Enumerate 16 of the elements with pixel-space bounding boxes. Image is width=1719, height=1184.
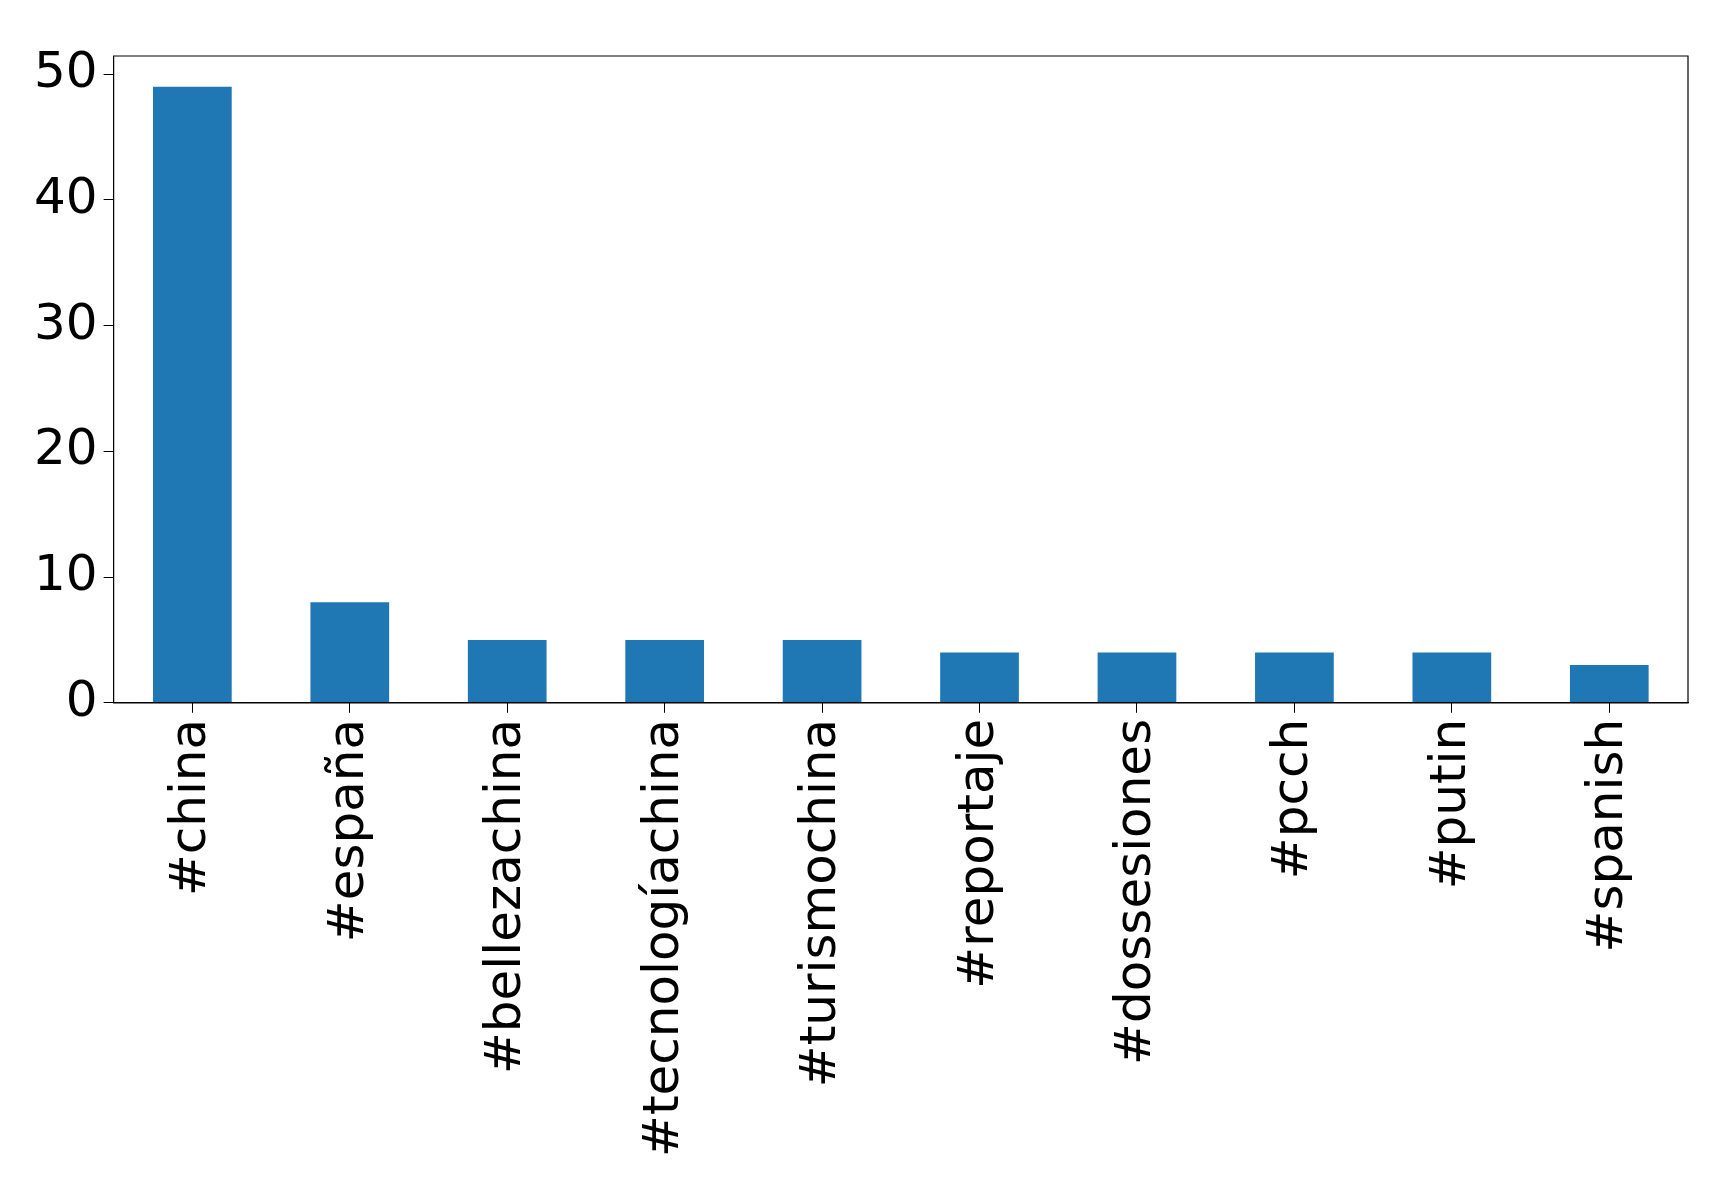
x-tick-label: #pcch: [1261, 718, 1320, 880]
x-tick-label: #dossesiones: [1103, 718, 1162, 1065]
x-tick-label: #turismochina: [789, 718, 848, 1088]
x-tick-label: #spanish: [1576, 718, 1635, 953]
y-tick-label: 20: [34, 418, 98, 477]
x-tick-label: #putin: [1418, 718, 1477, 890]
y-tick-label: 40: [34, 166, 98, 225]
x-tick-label: #china: [159, 718, 218, 897]
x-tick-label: #españa: [316, 718, 375, 943]
y-tick-label: 30: [34, 292, 98, 351]
x-tick-label: #tecnologíachina: [631, 718, 690, 1157]
x-tick-label: #bellezachina: [474, 718, 533, 1075]
y-tick-label: 0: [65, 669, 98, 728]
y-tick-label: 50: [34, 41, 98, 100]
y-tick-label: 10: [34, 544, 98, 603]
x-tick-label: #reportaje: [946, 718, 1005, 989]
